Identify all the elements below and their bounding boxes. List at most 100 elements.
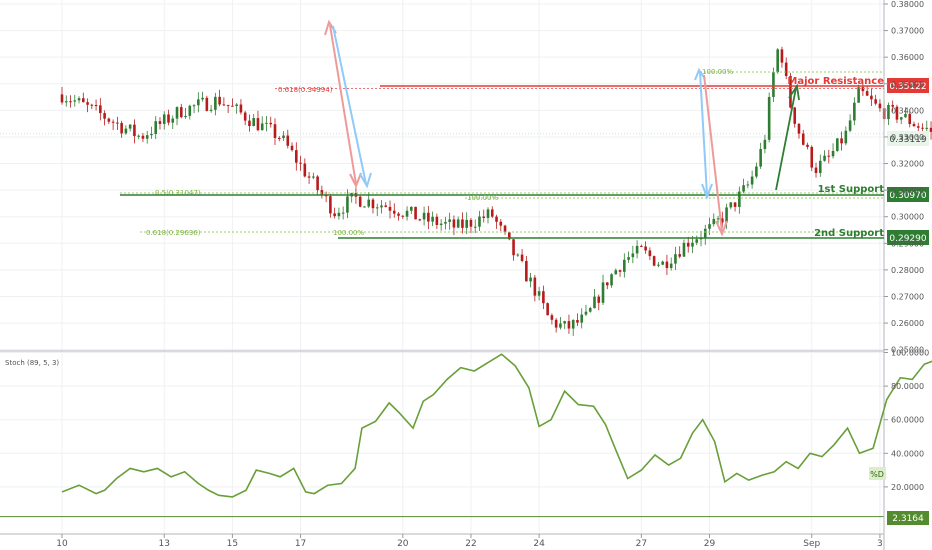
red-down-arrow-left[interactable] (324, 19, 362, 189)
candle-body (691, 242, 694, 247)
stoch-d-badge: %D (869, 467, 886, 480)
candle-body (925, 127, 929, 129)
candle-body (610, 274, 613, 286)
axes-layer: Stoch (89, 5, 3) 0.35122 0.33119 0.30970… (5, 0, 929, 549)
x-tick-label: 17 (295, 539, 306, 549)
candle-body (746, 184, 750, 186)
candle-body (784, 62, 788, 77)
y-tick-label: 0.25000 (891, 346, 924, 355)
candle-body (733, 202, 737, 207)
candle-body (282, 135, 285, 139)
candle-body (712, 218, 716, 225)
stoch-tick-label: 40.0000 (891, 449, 924, 458)
candle-body (499, 221, 503, 226)
candle-body (461, 219, 464, 228)
candle-body (452, 219, 456, 228)
candle-body (273, 124, 277, 138)
candle-body (337, 212, 341, 217)
x-tick-label: 27 (636, 539, 647, 549)
fib-100-mid-label: 100.00% (467, 194, 498, 202)
candle-body (410, 206, 413, 211)
candle-body (738, 191, 741, 207)
candle-body (703, 228, 707, 238)
candle-body (508, 232, 511, 240)
candle-body (478, 216, 481, 227)
candle-body (887, 104, 890, 120)
candle-body (371, 199, 375, 209)
svg-text:0.30970: 0.30970 (889, 191, 926, 201)
candle-body (512, 239, 515, 256)
candle-body (154, 121, 158, 134)
candle-body (439, 223, 443, 225)
green-up-arrow[interactable] (775, 83, 800, 191)
x-tick-label: Sep (803, 539, 820, 549)
drawings-layer: Major Resistance 0.618(0.34994) 100.00% … (0, 0, 885, 550)
fib-100-top-label: 100.00% (702, 68, 733, 76)
candle-body (482, 216, 486, 218)
candle-body (375, 207, 379, 209)
blue-down-arrow-right[interactable] (694, 67, 713, 200)
candle-body (533, 277, 537, 296)
current-price-badge: 0.33119 (887, 131, 929, 146)
candle-body (597, 296, 601, 303)
candle-body (171, 118, 175, 123)
candle-body (86, 102, 89, 105)
candle-body (303, 163, 307, 177)
candle-body (465, 219, 468, 228)
candle-body (295, 150, 298, 163)
candle-body (60, 94, 64, 103)
candle-body (674, 254, 677, 264)
candle-body (179, 107, 183, 118)
fib-0618-support-label: 0.618(0.29636) (146, 229, 201, 237)
candle-body (678, 254, 681, 257)
candle-body (563, 321, 566, 324)
candle-body (128, 124, 132, 129)
x-tick-label: 24 (533, 539, 545, 549)
candle-body (929, 127, 932, 132)
candle-body (908, 114, 912, 124)
candle-body (814, 167, 818, 173)
candle-body (580, 314, 584, 323)
candle-body (801, 133, 805, 145)
candle-body (763, 139, 767, 149)
stochastic-layer (61, 353, 932, 498)
candle-body (252, 118, 255, 127)
candle-body (469, 219, 473, 227)
candle-body (725, 207, 728, 223)
stoch-d-line (61, 353, 932, 498)
candle-body (69, 101, 72, 103)
candle-body (729, 202, 733, 208)
first-support-price-badge: 0.30970 (887, 187, 929, 202)
candle-body (90, 104, 94, 106)
candle-body (797, 123, 801, 134)
candle-body (116, 122, 119, 124)
candle-body (525, 260, 528, 282)
candle-body (99, 105, 102, 114)
candle-body (614, 270, 618, 275)
candle-body (397, 213, 400, 216)
candle-body (94, 105, 98, 107)
candle-body (780, 49, 784, 63)
candle-body (456, 219, 460, 228)
candle-body (601, 282, 605, 303)
fib-100-low-label: 100.00% (333, 229, 364, 237)
candle-body (141, 135, 145, 139)
candle-body (912, 123, 916, 127)
x-tick-label: 13 (159, 539, 170, 549)
candle-body (256, 118, 260, 131)
red-down-arrow-right[interactable] (703, 74, 728, 237)
candle-body (865, 91, 869, 96)
y-tick-label: 0.26000 (891, 319, 924, 328)
candle-body (418, 219, 422, 221)
candle-body (593, 296, 596, 309)
candle-body (635, 245, 639, 254)
candle-body (222, 104, 226, 106)
candle-body (107, 118, 111, 122)
stoch-indicator-title[interactable]: Stoch (89, 5, 3) (5, 359, 59, 367)
blue-down-arrow-left[interactable] (332, 25, 372, 189)
candle-body (162, 114, 166, 124)
candle-body (320, 190, 324, 195)
candle-body (290, 145, 294, 151)
